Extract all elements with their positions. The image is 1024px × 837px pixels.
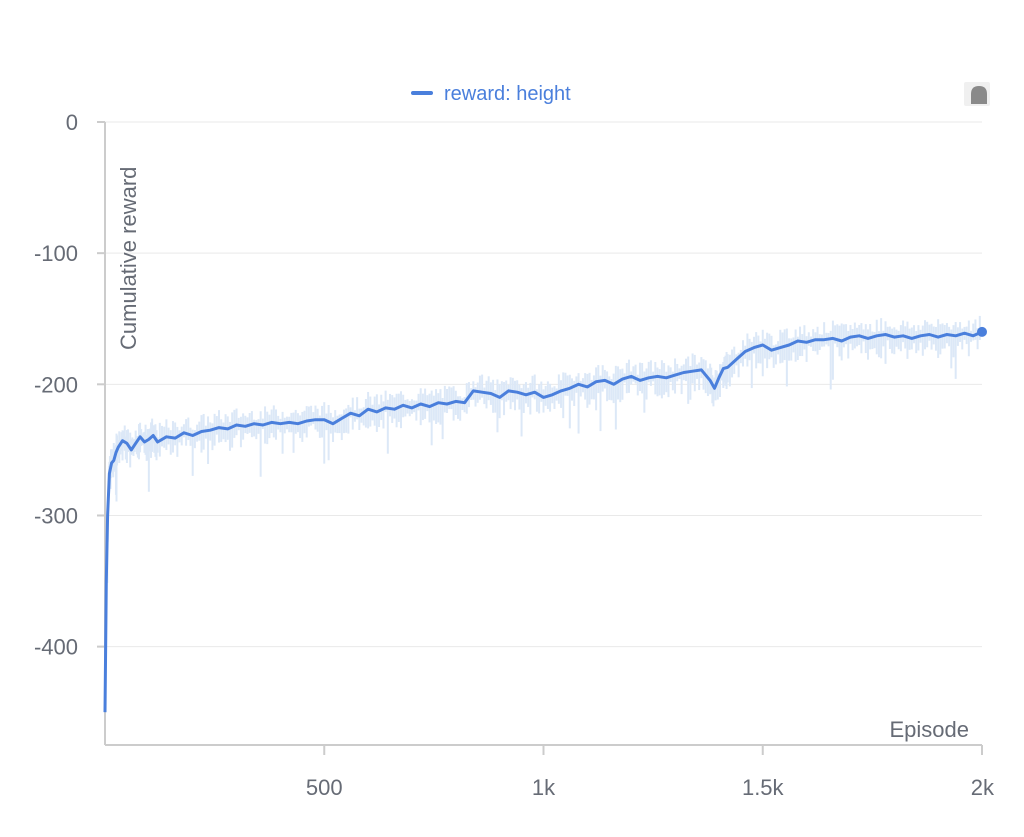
x-tick-label: 1.5k: [742, 775, 785, 800]
series-endpoint-marker: [977, 326, 987, 337]
y-tick-label: -300: [34, 503, 78, 528]
x-tick-label: 500: [306, 775, 343, 800]
series-layer: [103, 326, 987, 713]
raw-noise-layer: [104, 315, 981, 727]
x-axis-ticks: 500 1k 1.5k 2k: [306, 745, 995, 800]
x-tick-label: 2k: [971, 775, 995, 800]
y-tick-label: -100: [34, 241, 78, 266]
chart-menu-icon[interactable]: [964, 82, 990, 106]
series-line-reward-height: [103, 330, 983, 713]
legend-label: reward: height: [444, 83, 571, 105]
x-axis-title: Episode: [889, 717, 969, 742]
y-axis-title: Cumulative reward: [116, 167, 141, 350]
legend: reward: height: [411, 83, 571, 105]
y-tick-label: -400: [34, 635, 78, 660]
grid-layer: [105, 121, 982, 648]
x-tick-label: 1k: [532, 775, 556, 800]
y-tick-label: 0: [66, 110, 78, 135]
y-tick-label: -200: [34, 372, 78, 397]
y-axis-ticks: 0 -100 -200 -300 -400: [34, 110, 105, 660]
